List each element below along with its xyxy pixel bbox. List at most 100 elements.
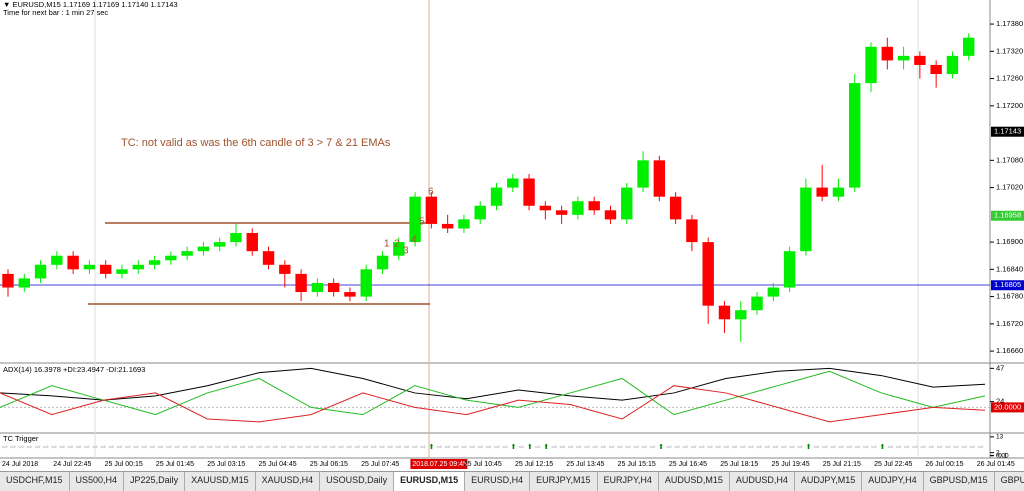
candle-body [474,205,486,220]
tab[interactable]: GBPUSD,M15 [924,472,995,491]
signal-arrow: ⇨ [412,444,418,451]
candle-body [148,260,161,265]
signal-arrow: ⇨ [445,444,451,451]
time-label: 26 Jul 01:45 [977,461,1015,468]
candle-body [458,219,470,229]
signal-arrow: ⇨ [724,444,730,451]
tab[interactable]: USOUSD,Daily [320,472,395,491]
signal-arrow: ⇨ [756,444,762,451]
y-tick-label: 13 [996,434,1004,441]
time-label: 25 Jul 12:15 [515,461,553,468]
signal-arrow: ⇨ [519,444,525,451]
signal-arrow: ⇨ [215,444,221,451]
signal-arrow: ⇨ [797,444,803,451]
candle-body [181,251,193,256]
candle-body [751,296,763,311]
tab[interactable]: EURUSD,M15 [394,472,466,491]
candle-body [621,187,633,220]
tab[interactable]: EURJPY,H4 [598,472,659,491]
candle-body [735,310,747,320]
signal-arrow: ⇨ [896,444,902,451]
candle-body [555,210,568,215]
signal-arrow: ⇨ [76,444,82,451]
signal-arrow: ⇨ [625,444,631,451]
candle-body [246,233,258,252]
signal-arrow: ⬆ [806,443,812,451]
candle-body [539,205,552,211]
signal-arrow: ⇨ [182,444,188,451]
candle-body [230,233,242,243]
signal-arrow: ⇨ [822,444,828,451]
candle-body [295,273,307,293]
time-label: 25 Jul 16:45 [669,461,707,468]
signal-arrow: ⇨ [838,444,844,451]
timer: Time for next bar : 1 min 27 sec [3,8,108,17]
y-tick-label: 24 [996,397,1004,406]
signal-arrow: ⇨ [576,444,582,451]
tab[interactable]: AUDUSD,M15 [659,472,730,491]
candle-body [881,46,893,61]
candle-body [523,178,535,206]
y-tick-label: 1.17080 [996,155,1023,164]
candle-body [800,187,812,252]
signal-arrow: ⇨ [330,444,336,451]
candle-body [783,251,796,288]
candle-body [18,278,30,288]
time-label: 24 Jul 2018 [2,461,38,468]
signal-arrow: ⇨ [223,444,229,451]
tab[interactable]: US500,H4 [70,472,125,491]
signal-arrow: ⇨ [92,444,98,451]
adx-line [0,385,986,423]
price-marker-label: 1.16958 [994,211,1021,220]
y-tick-label: 1.17380 [996,19,1023,28]
tab[interactable]: JP225,Daily [124,472,186,491]
tab[interactable]: AUDJPY,H4 [862,472,924,491]
price-marker [991,210,1024,221]
signal-arrow: ⇨ [100,444,106,451]
count-label: 3 [403,246,409,257]
candle-body [213,242,226,247]
candle-body [100,264,112,274]
signal-arrow: ⇨ [371,444,377,451]
y-tick-label: 1.17320 [996,46,1023,55]
signal-arrow: ⇨ [305,444,311,451]
tab[interactable]: USDCHF,M15 [0,472,70,491]
signal-arrow: ⇨ [478,444,484,451]
time-label: 25 Jul 03:15 [207,461,245,468]
signal-arrow: ⇨ [264,444,270,451]
time-label: 25 Jul 15:15 [618,461,656,468]
tab[interactable]: EURJPY,M15 [530,472,598,491]
tab[interactable]: AUDJPY,M15 [795,472,863,491]
signal-arrow: ⬆ [527,443,533,451]
tab[interactable]: XAUUSD,H4 [256,472,321,491]
time-label: 24 Jul 22:45 [53,461,91,468]
candle-body [116,269,128,274]
candle-body [393,242,405,256]
tab[interactable]: AUDUSD,H4 [730,472,795,491]
candle-body [914,55,926,65]
signal-arrow: ⇨ [174,444,180,451]
time-label: 25 Jul 21:15 [823,461,861,468]
time-label: 25 Jul 06:15 [310,461,348,468]
signal-arrow: ⇨ [781,444,787,451]
candle-body [686,219,698,243]
candle-body [507,178,519,188]
time-label: 25 Jul 18:15 [720,461,758,468]
tab[interactable]: XAUUSD,M15 [185,472,256,491]
tc-title: TC Trigger [3,434,39,443]
signal-arrow: ⇨ [346,444,352,451]
candle-body [832,187,845,197]
signal-arrow: ⇨ [765,444,771,451]
signal-arrow: ⇨ [420,444,426,451]
candle-body [51,255,63,265]
signal-arrow: ⇨ [961,444,967,451]
tab[interactable]: EURUSD,H4 [465,472,531,491]
signal-arrow: ⇨ [584,444,590,451]
signal-arrow: ⇨ [502,444,508,451]
time-highlight [410,459,468,469]
tab[interactable]: GBPUSD,H4 [995,472,1024,491]
symbol-line: ▼ EURUSD,M15 1.17169 1.17169 1.17140 1.1… [3,0,178,9]
candle-body [718,305,731,320]
signal-arrow: ⇨ [683,444,689,451]
count-label: 6 [428,187,434,198]
